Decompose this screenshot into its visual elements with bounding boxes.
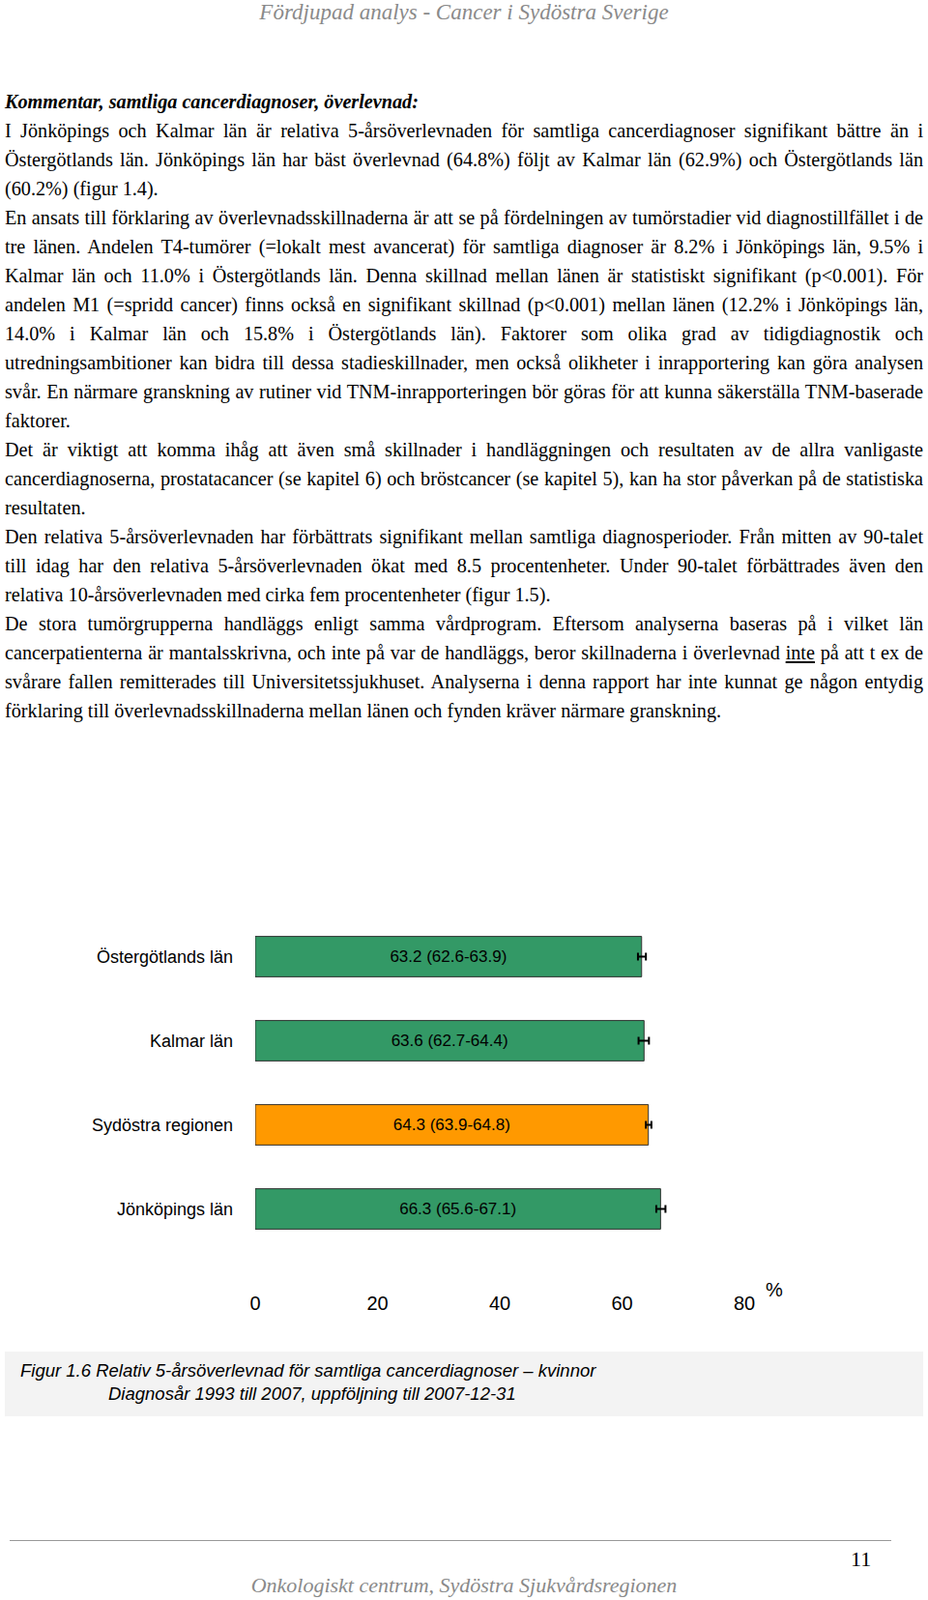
- svg-text:40: 40: [489, 1292, 511, 1314]
- html-text:Det är viktigt att komma ihåg: Det är viktigt att komma ihåg att även s…: [4, 438, 924, 519]
- html-text:En ansats till förklaring av ö: En ansats till förklaring av överlevnads…: [4, 206, 924, 432]
- svg-text:Jönköpings län: Jönköpings län: [116, 1199, 233, 1219]
- svg-text:Kalmar län: Kalmar län: [149, 1031, 233, 1051]
- html-text:De stora tumörgrupperna handlä: De stora tumörgrupperna handläggs enligt…: [4, 612, 924, 722]
- svg-text:%: %: [765, 1278, 783, 1301]
- html-text:Figur 1.6 Relativ 5-årsöverlev: Figur 1.6 Relativ 5-årsöverlevnad för sa…: [20, 1360, 596, 1381]
- html-text:I Jönköpings och Kalmar län är: I Jönköpings och Kalmar län är relativa …: [4, 119, 924, 200]
- html-text:11: 11: [850, 1546, 872, 1571]
- svg-text:63.2 (62.6-63.9): 63.2 (62.6-63.9): [389, 947, 507, 966]
- html-text:Diagnosår 1993 till 2007, uppf: Diagnosår 1993 till 2007, uppföljning ti…: [108, 1383, 516, 1404]
- svg-text:63.6 (62.7-64.4): 63.6 (62.7-64.4): [391, 1031, 509, 1050]
- svg-text:Sydöstra regionen: Sydöstra regionen: [91, 1115, 233, 1135]
- svg-text:66.3 (65.6-67.1): 66.3 (65.6-67.1): [399, 1199, 517, 1218]
- svg-text:20: 20: [366, 1292, 388, 1314]
- html-text:Kommentar, samtliga cancerdiag: Kommentar, samtliga cancerdiagnoser, öve…: [4, 90, 419, 113]
- html-text:Den relativa 5-årsöverlevnaden: Den relativa 5-årsöverlevnaden har förbä…: [4, 525, 924, 606]
- html-text:Fördjupad analys - Cancer i Sy: Fördjupad analys - Cancer i Sydöstra Sve…: [259, 0, 669, 25]
- svg-text:64.3 (63.9-64.8): 64.3 (63.9-64.8): [393, 1115, 511, 1134]
- svg-text:60: 60: [610, 1292, 633, 1314]
- svg-text:0: 0: [249, 1292, 261, 1314]
- html-text:Onkologiskt centrum, Sydöstra: Onkologiskt centrum, Sydöstra Sjukvårdsr…: [250, 1572, 678, 1597]
- svg-text:Östergötlands län: Östergötlands län: [96, 947, 233, 967]
- svg-text:80: 80: [733, 1292, 755, 1314]
